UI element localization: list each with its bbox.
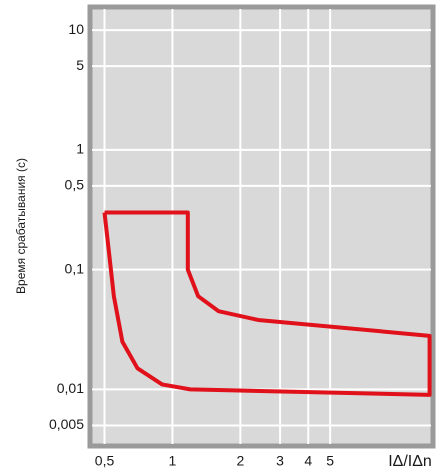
y-tick-label: 0,1	[65, 260, 85, 276]
y-tick-label: 0,005	[49, 416, 84, 432]
x-tick-label: 3	[276, 453, 284, 469]
y-tick-label: 0,01	[57, 380, 84, 396]
x-tick-label: 1	[169, 453, 177, 469]
plot-area	[87, 4, 436, 449]
y-tick-label: 5	[76, 57, 84, 73]
y-tick-label: 10	[68, 21, 84, 37]
x-tick-label: 2	[236, 453, 244, 469]
x-tick-label: 0,5	[95, 453, 115, 469]
x-tick-label: 4	[304, 453, 312, 469]
curve	[102, 210, 432, 397]
y-axis-title: Время срабатывания (с)	[14, 158, 28, 294]
y-tick-label: 0,5	[65, 177, 85, 193]
x-axis-title: IΔ/IΔn	[388, 453, 432, 470]
x-tick-label: 5	[326, 453, 334, 469]
y-tick-label: 1	[76, 141, 84, 157]
